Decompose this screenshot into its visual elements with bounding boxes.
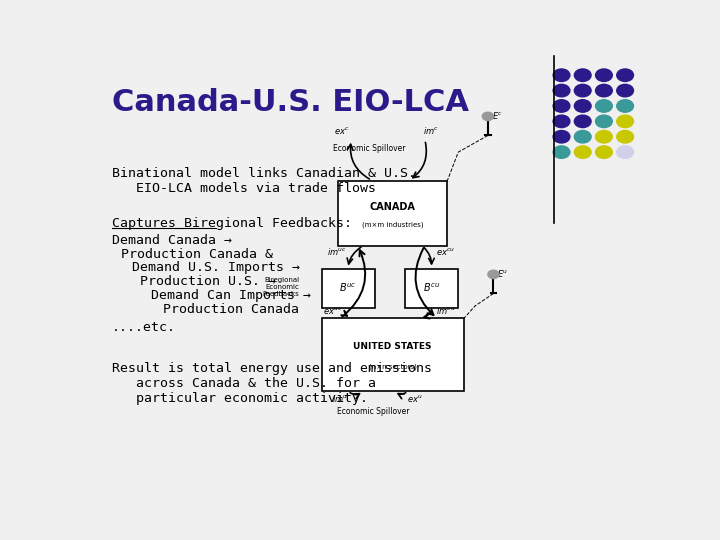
- FancyBboxPatch shape: [322, 319, 464, 391]
- Circle shape: [617, 69, 634, 82]
- Text: Demand Canada →: Demand Canada →: [112, 234, 233, 247]
- Circle shape: [595, 84, 612, 97]
- Text: $B^{uc}$: $B^{uc}$: [339, 282, 357, 294]
- Text: Production U.S. →: Production U.S. →: [140, 275, 276, 288]
- Text: Economic Spillover: Economic Spillover: [333, 144, 405, 153]
- Circle shape: [553, 69, 570, 82]
- Text: $ex^{c}$: $ex^{c}$: [334, 125, 350, 136]
- Text: Economic Spillover: Economic Spillover: [337, 408, 410, 416]
- Text: CANADA: CANADA: [370, 202, 415, 212]
- FancyBboxPatch shape: [405, 268, 458, 308]
- Circle shape: [575, 100, 591, 112]
- Circle shape: [553, 115, 570, 127]
- Circle shape: [553, 146, 570, 158]
- Circle shape: [553, 131, 570, 143]
- Circle shape: [617, 146, 634, 158]
- Circle shape: [617, 84, 634, 97]
- Text: Canada-U.S. EIO-LCA: Canada-U.S. EIO-LCA: [112, 87, 469, 117]
- Text: $im^{c}$: $im^{c}$: [423, 125, 439, 136]
- Text: $ex^{uc}$: $ex^{uc}$: [323, 305, 343, 316]
- Circle shape: [553, 100, 570, 112]
- Text: Production Canada: Production Canada: [163, 302, 299, 316]
- Circle shape: [595, 69, 612, 82]
- Circle shape: [595, 146, 612, 158]
- Circle shape: [575, 146, 591, 158]
- Text: $B^{cu}$: $B^{cu}$: [423, 282, 441, 294]
- Text: $E^{u}$: $E^{u}$: [498, 268, 509, 279]
- Circle shape: [488, 270, 499, 279]
- FancyBboxPatch shape: [338, 181, 447, 246]
- Circle shape: [575, 131, 591, 143]
- Text: $im^{cu}$: $im^{cu}$: [436, 305, 456, 316]
- Circle shape: [595, 131, 612, 143]
- Text: UNITED STATES: UNITED STATES: [354, 342, 432, 350]
- Circle shape: [482, 112, 493, 120]
- Text: Demand U.S. Imports →: Demand U.S. Imports →: [132, 261, 300, 274]
- Text: ....etc.: ....etc.: [112, 321, 176, 334]
- Text: Production Canada &: Production Canada &: [121, 248, 273, 261]
- FancyBboxPatch shape: [322, 268, 374, 308]
- Text: Biregional
Economic
Feedbacks: Biregional Economic Feedbacks: [263, 277, 300, 297]
- Circle shape: [617, 115, 634, 127]
- Text: Result is total energy use and emissions
   across Canada & the U.S. for a
   pa: Result is total energy use and emissions…: [112, 362, 432, 405]
- Text: (m×m industries): (m×m industries): [362, 221, 423, 228]
- Text: $im^{uc}$: $im^{uc}$: [328, 246, 347, 257]
- Text: $E^{c}$: $E^{c}$: [492, 110, 503, 121]
- Circle shape: [617, 100, 634, 112]
- Text: $ex^{cu}$: $ex^{cu}$: [436, 246, 456, 257]
- Circle shape: [595, 100, 612, 112]
- Circle shape: [595, 115, 612, 127]
- Text: $im^{u}$: $im^{u}$: [332, 393, 348, 403]
- Circle shape: [575, 84, 591, 97]
- Circle shape: [617, 131, 634, 143]
- Text: Demand Can Imports →: Demand Can Imports →: [151, 289, 311, 302]
- Text: Binational model links Canadian & U.S.
   EIO-LCA models via trade flows: Binational model links Canadian & U.S. E…: [112, 167, 416, 195]
- Text: (n×n sectors): (n×n sectors): [369, 363, 417, 370]
- Text: Captures Biregional Feedbacks:: Captures Biregional Feedbacks:: [112, 217, 352, 230]
- Text: $ex^{u}$: $ex^{u}$: [408, 393, 423, 403]
- Circle shape: [575, 69, 591, 82]
- Circle shape: [553, 84, 570, 97]
- Circle shape: [575, 115, 591, 127]
